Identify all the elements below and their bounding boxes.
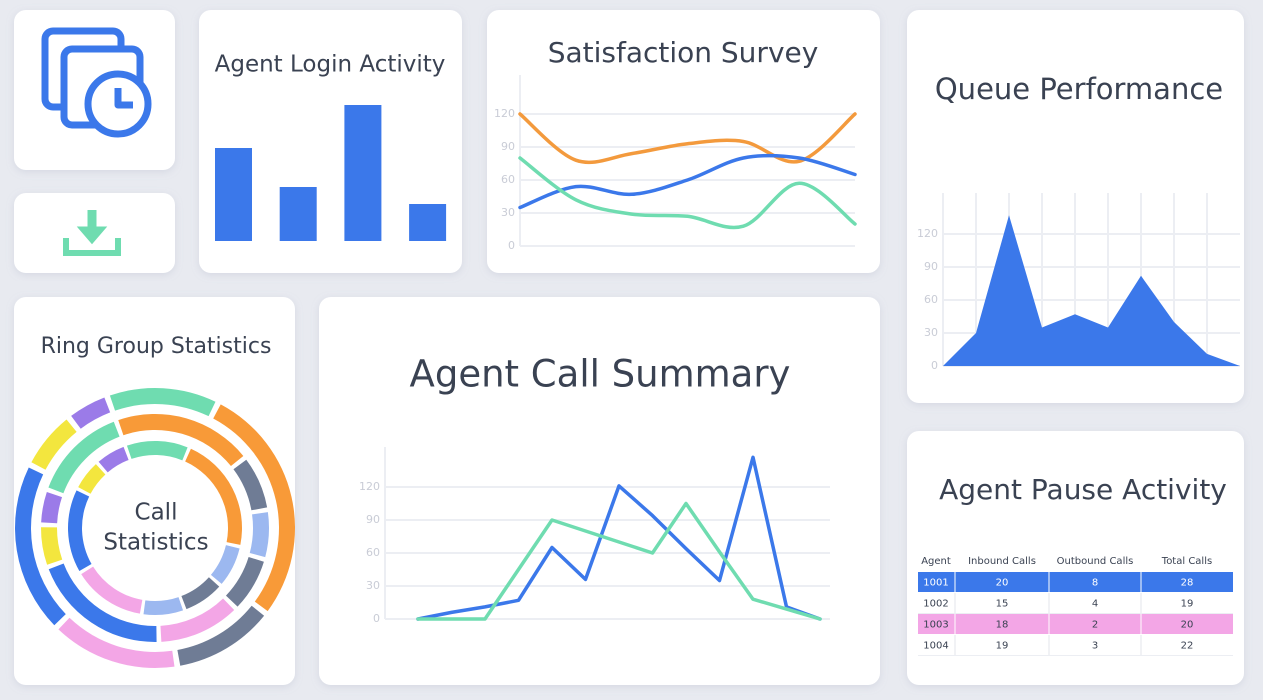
table-header: Outbound Calls	[1057, 556, 1134, 567]
y-tick-label: 30	[366, 579, 380, 592]
line-series	[416, 501, 822, 621]
row-highlight	[918, 572, 1233, 592]
survey-panel	[487, 10, 880, 273]
table-cell: 20	[1181, 620, 1194, 631]
y-tick-label: 0	[931, 359, 938, 372]
line-series	[518, 156, 857, 230]
history-icon	[41, 27, 152, 138]
y-tick-label: 0	[508, 239, 515, 252]
table-cell: 20	[996, 578, 1009, 589]
donut-center-label: Call	[135, 500, 178, 526]
table-cell: 1002	[923, 599, 948, 610]
donut-segment	[98, 446, 129, 473]
summary-panel	[319, 297, 880, 685]
donut-segment	[71, 397, 111, 429]
chart-title: Satisfaction Survey	[548, 36, 819, 69]
y-tick-label: 90	[366, 513, 380, 526]
donut-segment	[160, 598, 235, 642]
table-header: Agent	[921, 556, 951, 567]
donut-center-label: Statistics	[103, 530, 208, 556]
line-series	[518, 112, 857, 165]
donut-segment	[58, 617, 175, 668]
chart-title: Agent Call Summary	[410, 353, 791, 396]
donut-segment	[126, 440, 188, 461]
y-tick-label: 90	[501, 140, 515, 153]
donut-segment	[41, 527, 63, 565]
table-cell: 8	[1092, 578, 1098, 589]
donut-segment	[181, 577, 220, 610]
donut-segment	[225, 556, 264, 607]
table-cell: 4	[1092, 599, 1098, 610]
donut-segment	[31, 419, 77, 470]
donut-segment	[213, 404, 296, 612]
chart-title: Queue Performance	[935, 72, 1223, 106]
y-tick-label: 120	[494, 107, 515, 120]
bar	[409, 204, 447, 241]
table-cell: 19	[1181, 599, 1194, 610]
table-cell: 1003	[923, 620, 948, 631]
download-icon	[63, 210, 121, 256]
table-cell: 3	[1092, 641, 1098, 652]
table-header: Inbound Calls	[968, 556, 1036, 567]
donut-segment	[14, 467, 66, 626]
y-tick-label: 90	[924, 260, 938, 273]
table-cell: 2	[1092, 620, 1098, 631]
y-tick-label: 60	[501, 173, 515, 186]
chart-title: Ring Group Statistics	[41, 334, 272, 359]
table-cell: 1004	[923, 641, 948, 652]
donut-segment	[109, 388, 216, 417]
donut-segment	[78, 464, 106, 494]
line-series	[518, 153, 857, 210]
y-tick-label: 120	[359, 480, 380, 493]
ring-panel	[14, 297, 295, 685]
y-tick-label: 30	[501, 206, 515, 219]
row-highlight	[918, 614, 1233, 634]
bar	[279, 187, 317, 241]
table-cell: 28	[1181, 578, 1194, 589]
table-cell: 1001	[923, 578, 948, 589]
y-tick-label: 0	[373, 612, 380, 625]
donut-segment	[249, 512, 269, 558]
donut-segment	[81, 566, 143, 614]
donut-segment	[118, 414, 244, 467]
donut-segment	[67, 490, 92, 571]
table-header: Total Calls	[1161, 556, 1212, 567]
donut-segment	[185, 448, 242, 545]
area-series	[943, 215, 1240, 366]
chart-title: Agent Login Activity	[215, 52, 446, 78]
table-cell: 19	[996, 641, 1009, 652]
line-series	[416, 455, 822, 621]
donut-segment	[233, 459, 268, 511]
y-tick-label: 30	[924, 326, 938, 339]
table-cell: 22	[1181, 641, 1194, 652]
y-tick-label: 60	[924, 293, 938, 306]
donut-segment	[48, 563, 157, 642]
donut-segment	[177, 605, 265, 666]
donut-segment	[210, 545, 240, 584]
login-panel	[199, 10, 462, 273]
bar	[344, 105, 382, 241]
table-cell: 15	[996, 599, 1009, 610]
table-title: Agent Pause Activity	[939, 473, 1227, 506]
y-tick-label: 120	[917, 227, 938, 240]
donut-segment	[48, 421, 120, 494]
table-cell: 18	[996, 620, 1009, 631]
donut-segment	[41, 492, 63, 524]
donut-segment	[143, 597, 184, 616]
bar	[215, 148, 252, 241]
y-tick-label: 60	[366, 546, 380, 559]
